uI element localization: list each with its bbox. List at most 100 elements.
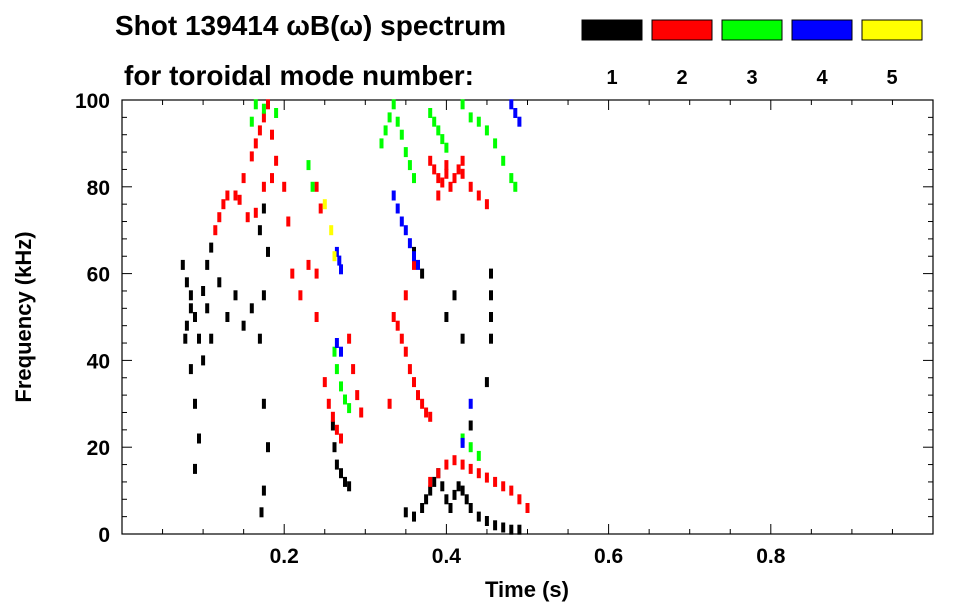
spectrum-point-n3-22	[436, 125, 441, 136]
spectrum-point-n1-17	[209, 333, 214, 344]
spectrum-point-n2-56	[456, 164, 461, 175]
spectrum-point-n2-69	[468, 463, 473, 474]
spectrum-point-n3-17	[403, 147, 408, 158]
spectrum-point-n4-7	[334, 246, 339, 257]
spectrum-point-n2-63	[460, 155, 465, 166]
spectrum-point-n2-47	[403, 290, 408, 301]
spectrum-point-n2-30	[334, 424, 339, 435]
spectrum-point-n2-67	[452, 455, 457, 466]
x-axis-ticks: 0.2 0.4 0.6 0.8	[162, 100, 893, 568]
spectrum-point-n2-75	[517, 494, 522, 505]
spectrum-point-n2-27	[322, 377, 327, 388]
spectrum-point-n2-46	[428, 411, 433, 422]
spectrum-marks	[180, 99, 530, 535]
spectrum-point-n3-27	[484, 125, 489, 136]
spectrum-point-n1-51	[464, 494, 469, 505]
spectrum-point-n1-19	[225, 312, 230, 322]
spectrum-point-n3-30	[509, 173, 514, 184]
spectrum-point-n1-57	[509, 524, 514, 535]
spectrum-point-n4-0	[391, 190, 396, 201]
spectrum-point-n2-42	[412, 377, 416, 388]
spectrum-point-n1-63	[484, 377, 489, 388]
chart-title-line-2: for toroidal mode number:	[124, 60, 474, 91]
spectrum-point-n2-36	[387, 398, 392, 409]
y-tick-label: 20	[87, 437, 110, 460]
spectrum-point-n1-39	[412, 511, 416, 522]
legend-label-4: 4	[816, 67, 828, 89]
spectrum-point-n1-40	[420, 503, 425, 513]
spectrum-point-n2-14	[245, 212, 250, 223]
spectrum-point-n4-4	[407, 238, 412, 249]
legend-label-1: 1	[606, 67, 617, 89]
spectrum-point-n3-18	[407, 160, 412, 171]
spectrum-point-n1-38	[403, 507, 408, 518]
spectrum-point-n1-66	[452, 290, 457, 301]
spectrum-point-n1-53	[476, 511, 481, 522]
spectrum-point-n2-33	[351, 364, 356, 375]
spectrum-point-n1-41	[424, 494, 429, 505]
spectrum-point-n2-31	[339, 433, 343, 444]
spectrum-point-n2-1	[221, 199, 226, 210]
spectrum-point-n1-47	[448, 503, 453, 513]
spectrum-point-n1-50	[460, 485, 465, 496]
spectrum-point-n1-35	[339, 468, 343, 479]
spectrum-point-n1-60	[489, 290, 493, 301]
spectrum-point-n2-64	[428, 476, 433, 487]
spectrum-point-n2-55	[452, 173, 457, 184]
spectrum-point-n1-69	[420, 268, 425, 279]
spectrum-point-n1-16	[205, 303, 210, 314]
spectrum-point-n1-33	[332, 442, 337, 453]
spectrum-point-n2-50	[432, 164, 437, 175]
spectrum-point-n3-20	[428, 108, 433, 118]
spectrum-point-n3-29	[501, 155, 506, 166]
spectrum-point-n2-74	[509, 485, 514, 496]
spectrum-point-n2-68	[460, 459, 465, 470]
spectrum-point-n3-34	[468, 442, 473, 453]
spectrum-point-n2-24	[318, 203, 323, 214]
spectrum-point-n2-44	[420, 398, 425, 409]
spectrum-point-n2-62	[444, 160, 449, 171]
spectrum-point-n2-57	[460, 168, 465, 179]
spectrum-point-n3-5	[310, 181, 315, 192]
spectrum-point-n4-1	[395, 203, 400, 214]
spectrum-point-n3-6	[334, 364, 339, 375]
spectrum-point-n1-29	[266, 442, 270, 453]
spectrum-point-n1-13	[201, 286, 206, 296]
spectrum-point-n2-32	[347, 333, 352, 344]
spectrum-point-n1-37	[347, 481, 352, 492]
legend-swatch-2	[651, 19, 713, 41]
spectrum-point-n1-1	[184, 277, 189, 288]
spectrum-point-n3-14	[391, 99, 396, 110]
spectrum-point-n1-32	[330, 420, 335, 431]
legend: 1 2 3 4 5	[581, 19, 923, 89]
spectrum-point-n1-52	[468, 503, 473, 513]
spectrum-point-n1-30	[261, 485, 266, 496]
spectrum-point-n2-43	[416, 390, 420, 401]
spectrum-point-n4-12	[509, 99, 514, 110]
spectrum-point-n1-22	[249, 303, 254, 314]
x-axis-label: Time (s)	[485, 577, 569, 602]
spectrum-point-n2-10	[274, 155, 279, 166]
y-tick-label: 0	[98, 524, 110, 547]
spectrum-point-n4-2	[399, 216, 404, 227]
spectrum-point-n2-38	[395, 320, 400, 331]
spectrum-point-n1-56	[501, 522, 506, 533]
spectrum-point-n3-12	[383, 125, 388, 136]
spectrum-point-n1-36	[343, 476, 347, 487]
spectrum-point-n3-26	[476, 116, 481, 127]
spectrum-point-n2-41	[407, 364, 412, 375]
spectrum-point-n3-9	[347, 403, 352, 414]
spectrum-point-n2-59	[476, 190, 481, 201]
spectrum-point-n2-65	[436, 468, 441, 479]
spectrum-point-n2-34	[355, 390, 360, 401]
spectrum-point-n4-5	[412, 251, 416, 262]
spectrum-point-n3-3	[274, 108, 279, 118]
spectrum-point-n1-62	[489, 333, 493, 344]
spectrum-point-n1-55	[493, 520, 498, 531]
spectrum-point-n2-28	[326, 398, 331, 409]
spectrum-point-n1-27	[257, 333, 262, 344]
y-tick-label: 40	[87, 350, 110, 373]
spectrum-point-n1-48	[452, 489, 457, 500]
spectrum-point-n2-2	[233, 190, 238, 201]
